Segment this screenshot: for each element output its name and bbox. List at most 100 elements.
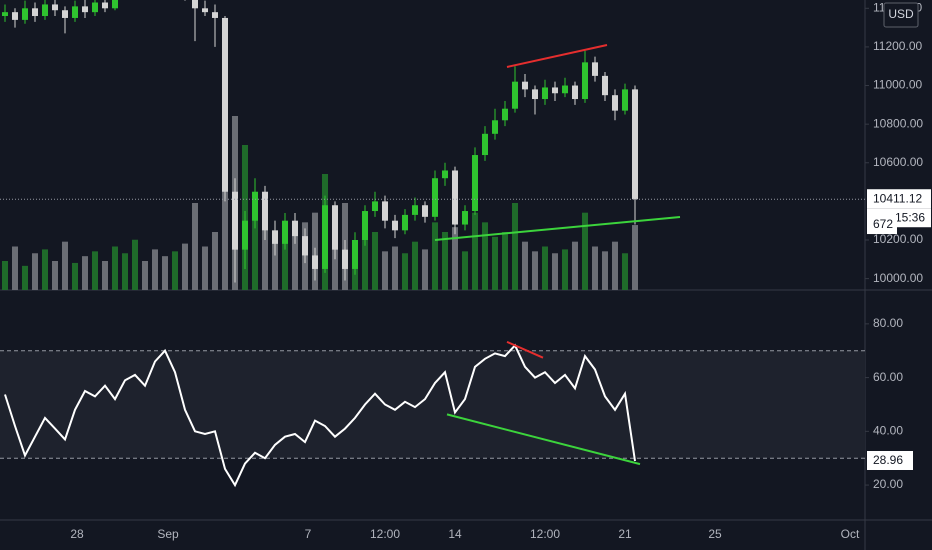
candle-body: [322, 205, 328, 269]
candle-body: [352, 239, 358, 269]
volume-bar: [532, 251, 538, 290]
candle-body: [212, 12, 218, 18]
trend-line: [434, 216, 681, 241]
volume-bar: [202, 246, 208, 290]
candle-body: [582, 62, 588, 100]
candle-body: [52, 4, 58, 11]
volume-bar: [32, 253, 38, 290]
candle-body: [552, 87, 558, 94]
candle-body: [442, 170, 448, 179]
candle-body: [522, 81, 528, 90]
countdown-label: 15:36: [895, 210, 925, 224]
volume-bar: [152, 249, 158, 290]
candle-body: [12, 12, 18, 20]
candle-body: [572, 85, 578, 100]
x-tick-label: 7: [305, 527, 312, 541]
candle-body: [402, 214, 408, 231]
volume-bar: [442, 232, 448, 290]
volume-bar: [632, 225, 638, 290]
candle-body: [302, 236, 308, 256]
volume-bar: [572, 241, 578, 290]
volume-bar: [62, 241, 68, 290]
candle-body: [112, 0, 118, 9]
candle-body: [592, 62, 598, 76]
candle-body: [102, 2, 108, 9]
x-tick-label: Oct: [841, 527, 860, 541]
trend-line: [506, 44, 608, 68]
volume-bar: [72, 262, 78, 290]
volume-bar: [462, 251, 468, 290]
volume-bar: [142, 261, 148, 290]
currency-label: USD: [888, 7, 914, 21]
rsi-value-label: 28.96: [873, 453, 903, 467]
candle-body: [312, 255, 318, 269]
candle-body: [92, 2, 98, 13]
volume-bar: [2, 261, 8, 290]
candle-body: [222, 17, 228, 192]
candle-body: [362, 211, 368, 240]
volume-bar: [102, 261, 108, 290]
volume-box: [867, 215, 897, 235]
trend-line: [446, 413, 641, 466]
volume-bar: [602, 251, 608, 290]
volume-bar: [272, 232, 278, 290]
candle-body: [202, 8, 208, 13]
candle-body: [192, 0, 198, 9]
volume-bar: [182, 243, 188, 290]
volume-label: 672: [873, 217, 893, 231]
candle-body: [422, 205, 428, 217]
volume-bar: [612, 241, 618, 290]
volume-bar: [452, 227, 458, 290]
volume-bar: [492, 236, 498, 290]
volume-bar: [622, 253, 628, 290]
volume-bar: [372, 232, 378, 290]
candle-body: [452, 170, 458, 225]
candle-body: [252, 191, 258, 221]
candle-body: [282, 220, 288, 244]
candle-body: [42, 4, 48, 17]
x-tick-label: 12:00: [530, 527, 560, 541]
volume-bar: [362, 236, 368, 290]
volume-bar: [42, 249, 48, 290]
volume-bar: [592, 246, 598, 290]
currency-box: [883, 2, 919, 28]
volume-bar: [412, 241, 418, 290]
candle-body: [612, 95, 618, 111]
candle-body: [482, 133, 488, 156]
candle-body: [492, 120, 498, 134]
rsi-line: [4, 343, 636, 488]
volume-bar: [552, 253, 558, 290]
y-tick-label: 11000.00: [873, 78, 922, 92]
volume-bar: [132, 239, 138, 290]
volume-bar: [92, 251, 98, 290]
volume-bar: [502, 232, 508, 290]
y-tick-label: 80.00: [873, 316, 903, 330]
candle-body: [542, 87, 548, 100]
volume-bar: [172, 251, 178, 290]
rsi-pane: [0, 340, 865, 488]
x-tick-label: 12:00: [370, 527, 400, 541]
volume-bar: [562, 249, 568, 290]
candle-body: [602, 75, 608, 96]
volume-bar: [522, 241, 528, 290]
candle-body: [292, 220, 298, 237]
candle-body: [232, 191, 238, 250]
x-tick-label: 21: [618, 527, 632, 541]
volume-bar: [52, 261, 58, 290]
x-tick-label: Sep: [157, 527, 179, 541]
candle-body: [632, 89, 638, 200]
candle-body: [332, 205, 338, 250]
volume-bar: [382, 251, 388, 290]
x-tick-label: 28: [70, 527, 84, 541]
volume-bar: [332, 232, 338, 290]
volume-bar: [212, 232, 218, 290]
volume-bar: [512, 203, 518, 290]
volume-bar: [192, 203, 198, 290]
y-tick-label: 10600.00: [873, 155, 923, 169]
y-tick-label: 60.00: [873, 370, 903, 384]
volume-bar: [402, 253, 408, 290]
candle-body: [412, 205, 418, 215]
trend-line: [506, 340, 544, 359]
